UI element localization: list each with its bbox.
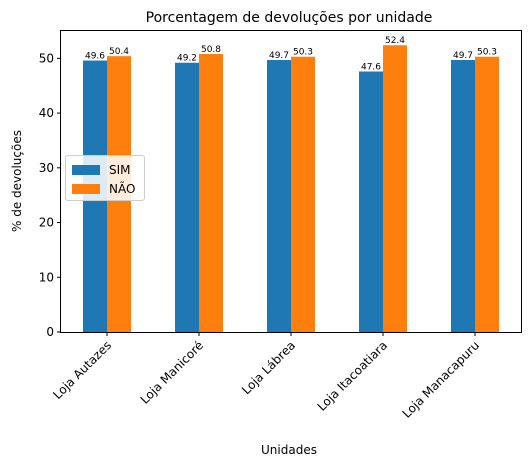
y-tick-label-3: 30 bbox=[39, 161, 54, 175]
plot-frame bbox=[60, 30, 522, 333]
x-tick-label-4: Loja Manacapuru bbox=[400, 338, 483, 421]
data-label-sim-3: 47.6 bbox=[361, 62, 381, 72]
y-tick-label-4: 40 bbox=[39, 106, 54, 120]
bar-nao-2 bbox=[291, 56, 315, 333]
x-axis-label: Unidades bbox=[261, 443, 317, 457]
data-label-sim-1: 49.2 bbox=[177, 54, 197, 64]
legend-swatch-sim bbox=[72, 165, 100, 175]
y-tick-label-0: 0 bbox=[46, 325, 54, 339]
x-axis: Loja Autazes Loja Manicoré Loja Lábrea Loja… bbox=[50, 332, 482, 421]
bar-nao-1 bbox=[199, 53, 223, 333]
x-tick-label-0: Loja Autazes bbox=[50, 338, 114, 402]
x-tick-label-1: Loja Manicoré bbox=[138, 338, 207, 407]
y-axis-label: % de devoluções bbox=[10, 130, 24, 232]
bar-sim-2 bbox=[267, 60, 291, 332]
legend-swatch-nao bbox=[72, 184, 100, 194]
legend-item-nao: NÃO bbox=[72, 181, 135, 197]
y-tick-label-5: 50 bbox=[39, 51, 54, 65]
legend-label-nao: NÃO bbox=[109, 182, 136, 196]
y-axis: 0 10 20 30 40 50 bbox=[39, 51, 61, 339]
legend: SIM NÃO bbox=[65, 155, 145, 201]
bar-nao-3 bbox=[383, 45, 407, 332]
data-label-nao-2: 50.3 bbox=[293, 48, 313, 58]
legend-item-sim: SIM bbox=[72, 162, 131, 178]
data-label-nao-3: 52.4 bbox=[385, 36, 405, 46]
y-tick-label-2: 20 bbox=[39, 216, 54, 230]
data-label-sim-0: 49.6 bbox=[85, 52, 105, 62]
data-label-nao-4: 50.3 bbox=[477, 48, 497, 58]
data-label-nao-1: 50.8 bbox=[201, 45, 221, 55]
bar-sim-1 bbox=[175, 62, 199, 332]
legend-label-sim: SIM bbox=[109, 163, 131, 177]
y-tick-label-1: 10 bbox=[39, 270, 54, 284]
data-label-nao-0: 50.4 bbox=[109, 47, 129, 57]
x-tick-label-3: Loja Itacoatiara bbox=[315, 338, 391, 414]
chart-title: Porcentagem de devoluções por unidade bbox=[146, 10, 433, 26]
data-labels-layer: 49.6 50.4 49.2 50.8 49.7 50.3 47.6 52.4 49.7 50.3 bbox=[85, 36, 497, 72]
bar-sim-3 bbox=[359, 71, 383, 333]
bar-sim-4 bbox=[451, 60, 475, 332]
x-tick-label-2: Loja Lábrea bbox=[239, 338, 298, 397]
bars-layer bbox=[83, 45, 499, 333]
data-label-sim-2: 49.7 bbox=[269, 51, 289, 61]
data-label-sim-4: 49.7 bbox=[453, 51, 473, 61]
bar-nao-4 bbox=[475, 56, 499, 333]
